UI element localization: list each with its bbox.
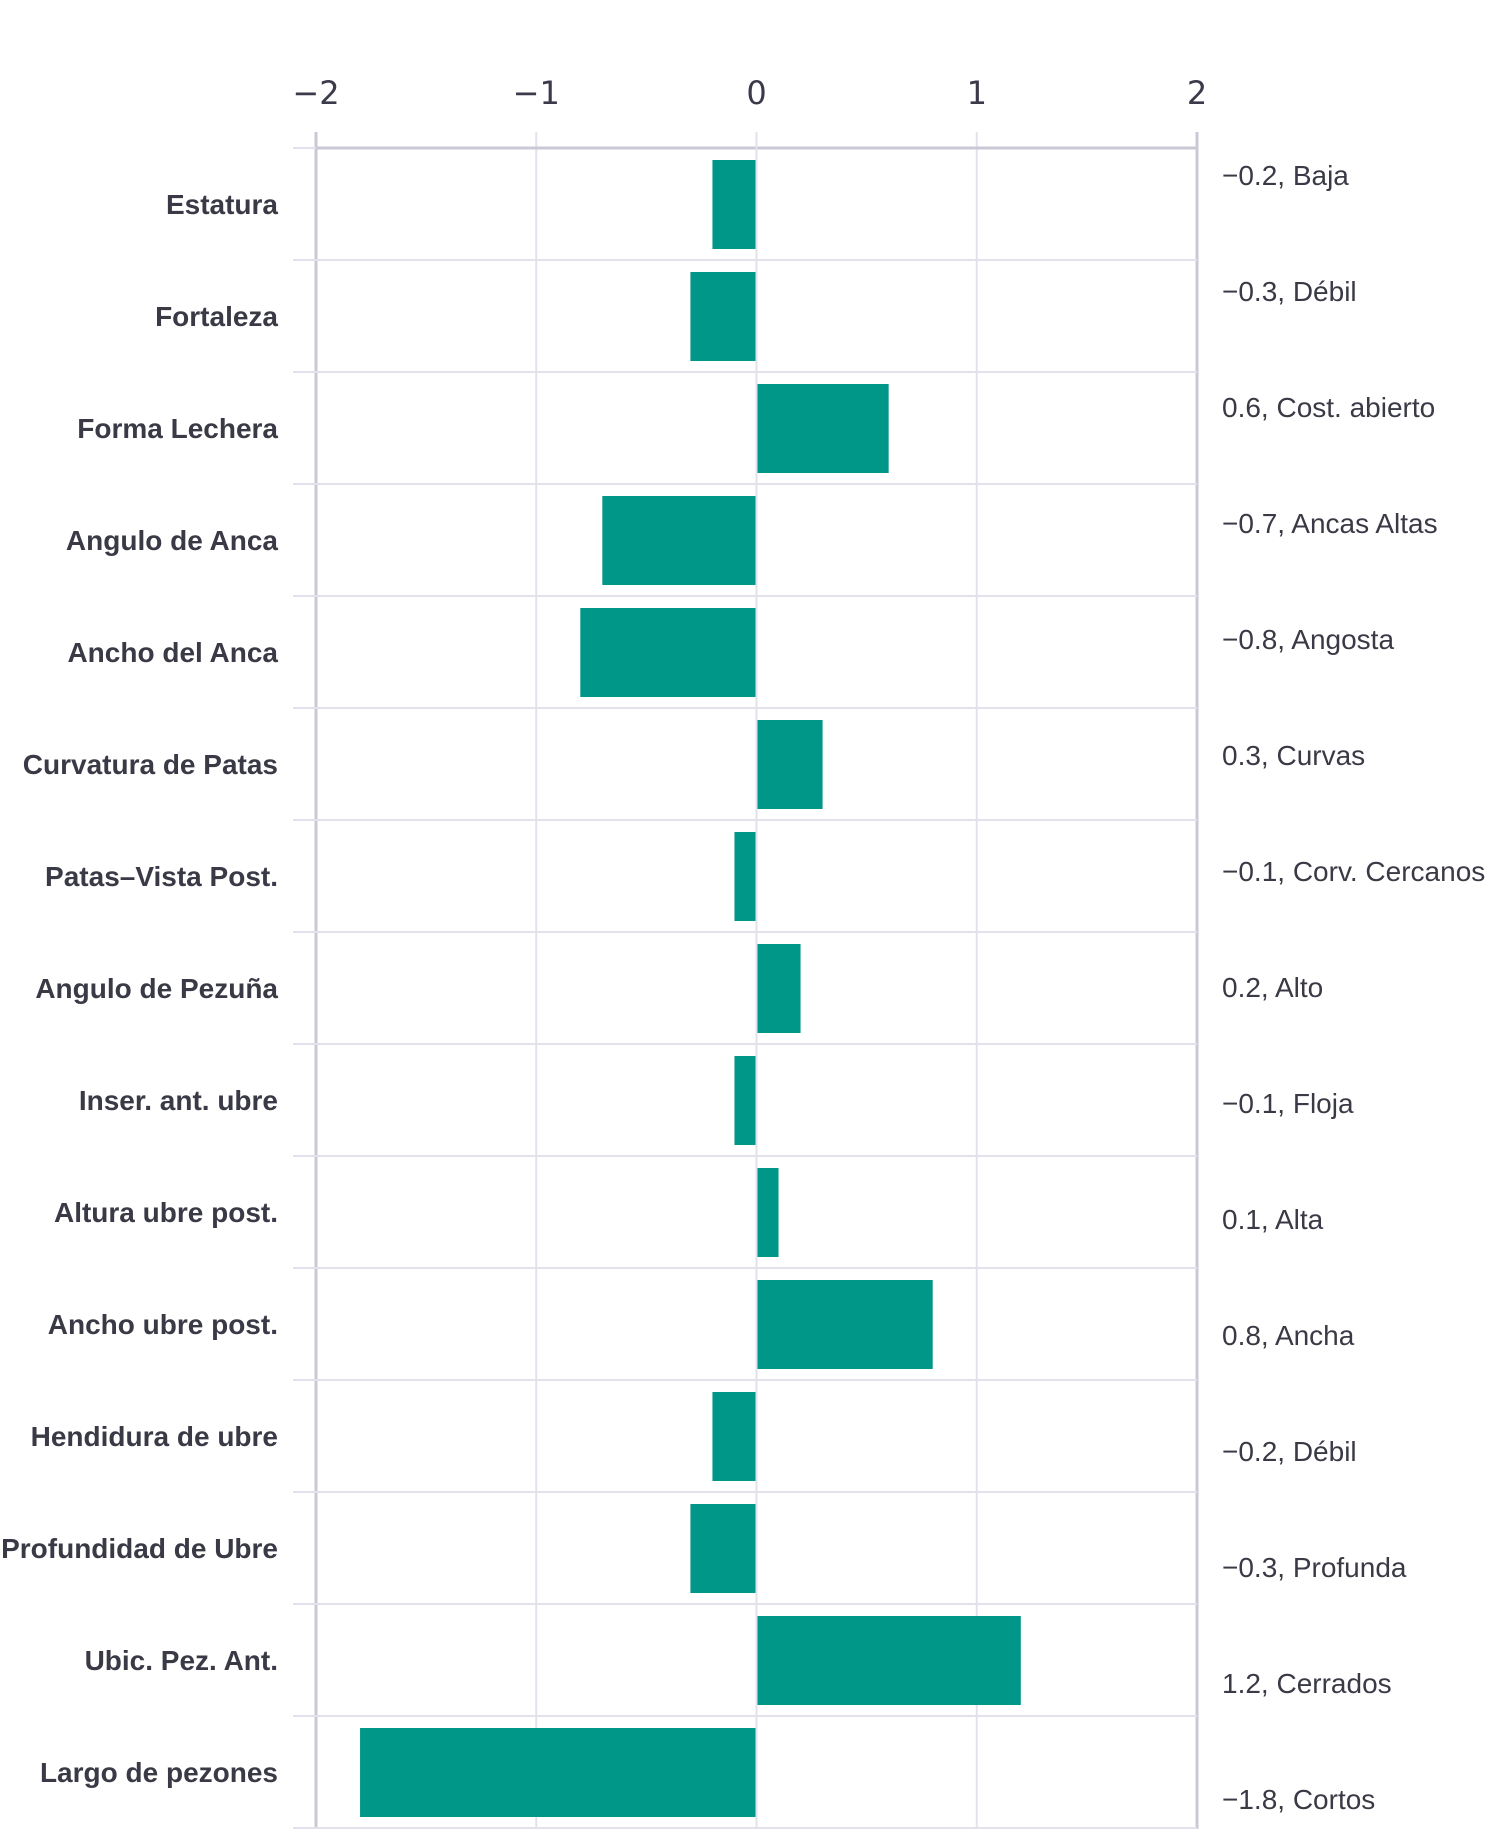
category-label: Ancho ubre post. [48, 1309, 278, 1340]
axis-layer [316, 132, 1197, 1829]
value-label: 0.2, Alto [1222, 972, 1323, 1003]
category-label: Angulo de Pezuña [35, 973, 278, 1004]
category-label: Ubic. Pez. Ant. [85, 1645, 278, 1676]
category-label: Estatura [166, 189, 278, 220]
category-label: Fortaleza [155, 301, 278, 332]
value-label: −0.7, Ancas Altas [1222, 508, 1438, 539]
value-label: 0.3, Curvas [1222, 740, 1365, 771]
category-label: Curvatura de Patas [23, 749, 278, 780]
bar [756, 720, 823, 809]
category-label: Forma Lechera [77, 413, 278, 444]
bar [734, 1056, 757, 1145]
category-label: Largo de pezones [40, 1757, 278, 1788]
value-label: 1.2, Cerrados [1222, 1668, 1392, 1699]
category-label: Hendidura de ubre [31, 1421, 278, 1452]
bar [712, 1392, 757, 1481]
bar [756, 1168, 779, 1257]
bar [756, 1280, 933, 1369]
bar [756, 384, 889, 473]
category-label: Patas–Vista Post. [45, 861, 278, 892]
value-label: 0.8, Ancha [1222, 1320, 1355, 1351]
x-tick-label: 0 [746, 74, 766, 112]
bar [734, 832, 757, 921]
bar [580, 608, 757, 697]
category-label: Profundidad de Ubre [1, 1533, 278, 1564]
category-label: Ancho del Anca [67, 637, 278, 668]
bar [360, 1728, 757, 1817]
x-tick-label: 2 [1187, 74, 1207, 112]
category-label: Altura ubre post. [54, 1197, 278, 1228]
value-label: −0.1, Floja [1222, 1088, 1354, 1119]
value-label: −0.3, Débil [1222, 276, 1357, 307]
bar [756, 944, 801, 1033]
category-label: Angulo de Anca [66, 525, 279, 556]
bar [690, 272, 757, 361]
category-label: Inser. ant. ubre [79, 1085, 278, 1116]
bar [602, 496, 757, 585]
value-label: −0.2, Baja [1222, 160, 1349, 191]
bar [756, 1616, 1021, 1705]
value-label: 0.1, Alta [1222, 1204, 1324, 1235]
labels-layer: −2 −1 0 1 2 Estatura Fortaleza Forma Lechera Ang… [1, 74, 1485, 1815]
x-tick-label: 1 [967, 74, 987, 112]
value-label: −0.2, Débil [1222, 1436, 1357, 1467]
bars-layer [360, 160, 1021, 1817]
bar [712, 160, 757, 249]
value-label: −0.1, Corv. Cercanos [1222, 856, 1485, 887]
x-tick-label: −2 [292, 74, 339, 112]
x-tick-label: −1 [513, 74, 560, 112]
value-label: −1.8, Cortos [1222, 1784, 1375, 1815]
value-label: 0.6, Cost. abierto [1222, 392, 1435, 423]
value-label: −0.8, Angosta [1222, 624, 1394, 655]
bar [690, 1504, 757, 1593]
value-label: −0.3, Profunda [1222, 1552, 1407, 1583]
